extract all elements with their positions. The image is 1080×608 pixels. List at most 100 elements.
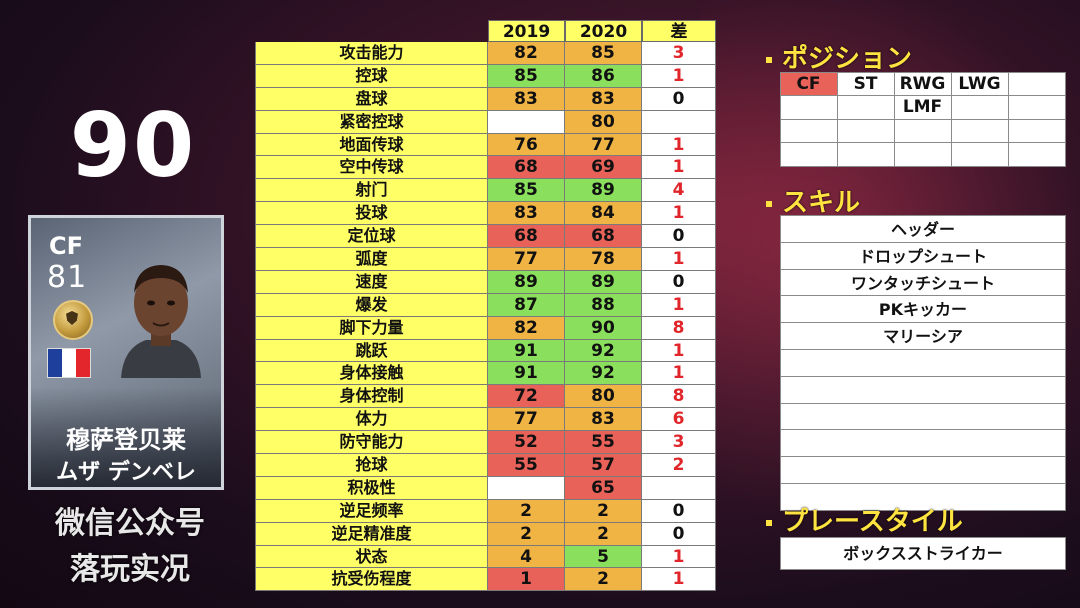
stat-label: 抗受伤程度 bbox=[255, 568, 488, 592]
stat-diff: 1 bbox=[642, 568, 716, 592]
stat-2020: 83 bbox=[565, 408, 642, 432]
stat-row: 定位球 68 68 0 bbox=[255, 225, 716, 249]
stat-diff: 8 bbox=[642, 385, 716, 409]
stat-diff: 3 bbox=[642, 431, 716, 455]
stat-label: 脚下力量 bbox=[255, 316, 488, 340]
stat-row: 抢球 55 57 2 bbox=[255, 454, 716, 477]
stat-2019: 83 bbox=[488, 87, 565, 111]
stat-diff: 0 bbox=[642, 225, 716, 249]
stat-label: 抢球 bbox=[255, 454, 488, 477]
stat-2020: 2 bbox=[565, 499, 642, 523]
stat-diff: 1 bbox=[642, 293, 716, 317]
stat-2020: 68 bbox=[565, 225, 642, 249]
stat-2019: 72 bbox=[488, 385, 565, 409]
stat-2020: 2 bbox=[565, 522, 642, 546]
position-cell bbox=[836, 118, 895, 143]
stat-diff: 1 bbox=[642, 156, 716, 180]
stat-2020: 85 bbox=[565, 42, 642, 65]
skill-item bbox=[780, 429, 1066, 458]
stat-label: 紧密控球 bbox=[255, 110, 488, 134]
stat-row: 脚下力量 82 90 8 bbox=[255, 316, 716, 340]
stat-row: 逆足频率 2 2 0 bbox=[255, 499, 716, 523]
position-cell bbox=[893, 142, 952, 167]
position-title-text: ポジション bbox=[782, 44, 913, 74]
stat-2020: 90 bbox=[565, 316, 642, 340]
position-cell bbox=[1007, 118, 1066, 143]
skill-item bbox=[780, 375, 1066, 404]
stat-2020: 69 bbox=[565, 156, 642, 180]
position-grid: CF ST RWG LWG LMF bbox=[779, 71, 1066, 167]
stat-table: 2019 2020 差 攻击能力 82 85 3 控球 85 86 1 盘球 83 83 0 紧密控球 8… bbox=[255, 0, 716, 608]
stat-label: 状态 bbox=[255, 545, 488, 569]
stat-diff: 1 bbox=[642, 339, 716, 363]
stat-2019: 77 bbox=[488, 248, 565, 271]
player-card[interactable]: CF 81 穆萨登贝莱 ムザ デンベレ bbox=[28, 215, 224, 490]
stat-2020: 92 bbox=[565, 362, 642, 386]
stat-2019: 82 bbox=[488, 316, 565, 340]
header-diff: 差 bbox=[642, 20, 716, 42]
stat-2020: 5 bbox=[565, 545, 642, 569]
stat-diff: 6 bbox=[642, 408, 716, 432]
stat-row: 状态 4 5 1 bbox=[255, 545, 716, 569]
watermark-line1: 微信公众号 bbox=[55, 506, 205, 541]
stat-diff: 1 bbox=[642, 248, 716, 271]
stat-2020: 77 bbox=[565, 133, 642, 157]
bullet-icon bbox=[766, 200, 772, 207]
skill-item bbox=[780, 482, 1066, 511]
stat-diff: 0 bbox=[642, 522, 716, 546]
skill-title-text: スキル bbox=[782, 188, 861, 218]
stat-2019: 89 bbox=[488, 270, 565, 294]
stat-2019: 55 bbox=[488, 454, 565, 477]
stat-label: 爆发 bbox=[255, 293, 488, 317]
position-cell bbox=[1007, 71, 1066, 96]
playstyle-title-text: プレースタイル bbox=[782, 507, 963, 537]
stat-label: 防守能力 bbox=[255, 431, 488, 455]
skill-section-title: スキル bbox=[766, 182, 860, 219]
stat-row: 跳跃 91 92 1 bbox=[255, 339, 716, 363]
position-section-title: ポジション bbox=[766, 38, 912, 75]
stat-2020: 55 bbox=[565, 431, 642, 455]
stat-2019: 82 bbox=[488, 42, 565, 65]
stat-row: 紧密控球 80 bbox=[255, 110, 716, 134]
stat-label: 逆足精准度 bbox=[255, 522, 488, 546]
position-cell bbox=[950, 118, 1009, 143]
skill-item: ドロップシュート bbox=[780, 241, 1066, 270]
stat-diff bbox=[642, 110, 716, 134]
stat-diff: 8 bbox=[642, 316, 716, 340]
stat-row: 控球 85 86 1 bbox=[255, 64, 716, 88]
playstyle-value: ボックスストライカー bbox=[780, 537, 1066, 570]
player-portrait bbox=[121, 265, 201, 378]
stat-row: 速度 89 89 0 bbox=[255, 270, 716, 294]
stat-2019: 83 bbox=[488, 202, 565, 226]
stat-diff: 1 bbox=[642, 64, 716, 88]
stat-diff: 1 bbox=[642, 362, 716, 386]
skill-item: ヘッダー bbox=[780, 215, 1066, 243]
card-shade bbox=[31, 387, 221, 487]
stat-diff: 3 bbox=[642, 42, 716, 65]
stat-2019: 77 bbox=[488, 408, 565, 432]
stat-label: 弧度 bbox=[255, 248, 488, 271]
stat-2019: 68 bbox=[488, 156, 565, 180]
stat-2019: 85 bbox=[488, 64, 565, 88]
stat-diff: 0 bbox=[642, 499, 716, 523]
player-name-jp: ムザ デンベレ bbox=[56, 460, 196, 485]
stat-2020: 88 bbox=[565, 293, 642, 317]
stat-2020: 78 bbox=[565, 248, 642, 271]
stat-2019: 76 bbox=[488, 133, 565, 157]
stat-label: 地面传球 bbox=[255, 133, 488, 157]
stat-row: 逆足精准度 2 2 0 bbox=[255, 522, 716, 546]
position-cell bbox=[1007, 95, 1066, 120]
position-cell: CF bbox=[779, 71, 838, 96]
position-cell bbox=[893, 118, 952, 143]
stat-row: 身体控制 72 80 8 bbox=[255, 385, 716, 409]
stat-diff: 1 bbox=[642, 545, 716, 569]
stat-row: 空中传球 68 69 1 bbox=[255, 156, 716, 180]
stat-diff: 0 bbox=[642, 87, 716, 111]
stat-2019: 2 bbox=[488, 522, 565, 546]
skill-item: マリーシア bbox=[780, 322, 1066, 350]
stat-label: 身体接触 bbox=[255, 362, 488, 386]
skill-item: PKキッカー bbox=[780, 295, 1066, 324]
stat-2019: 1 bbox=[488, 568, 565, 592]
stat-row: 爆发 87 88 1 bbox=[255, 293, 716, 317]
stat-diff bbox=[642, 476, 716, 500]
